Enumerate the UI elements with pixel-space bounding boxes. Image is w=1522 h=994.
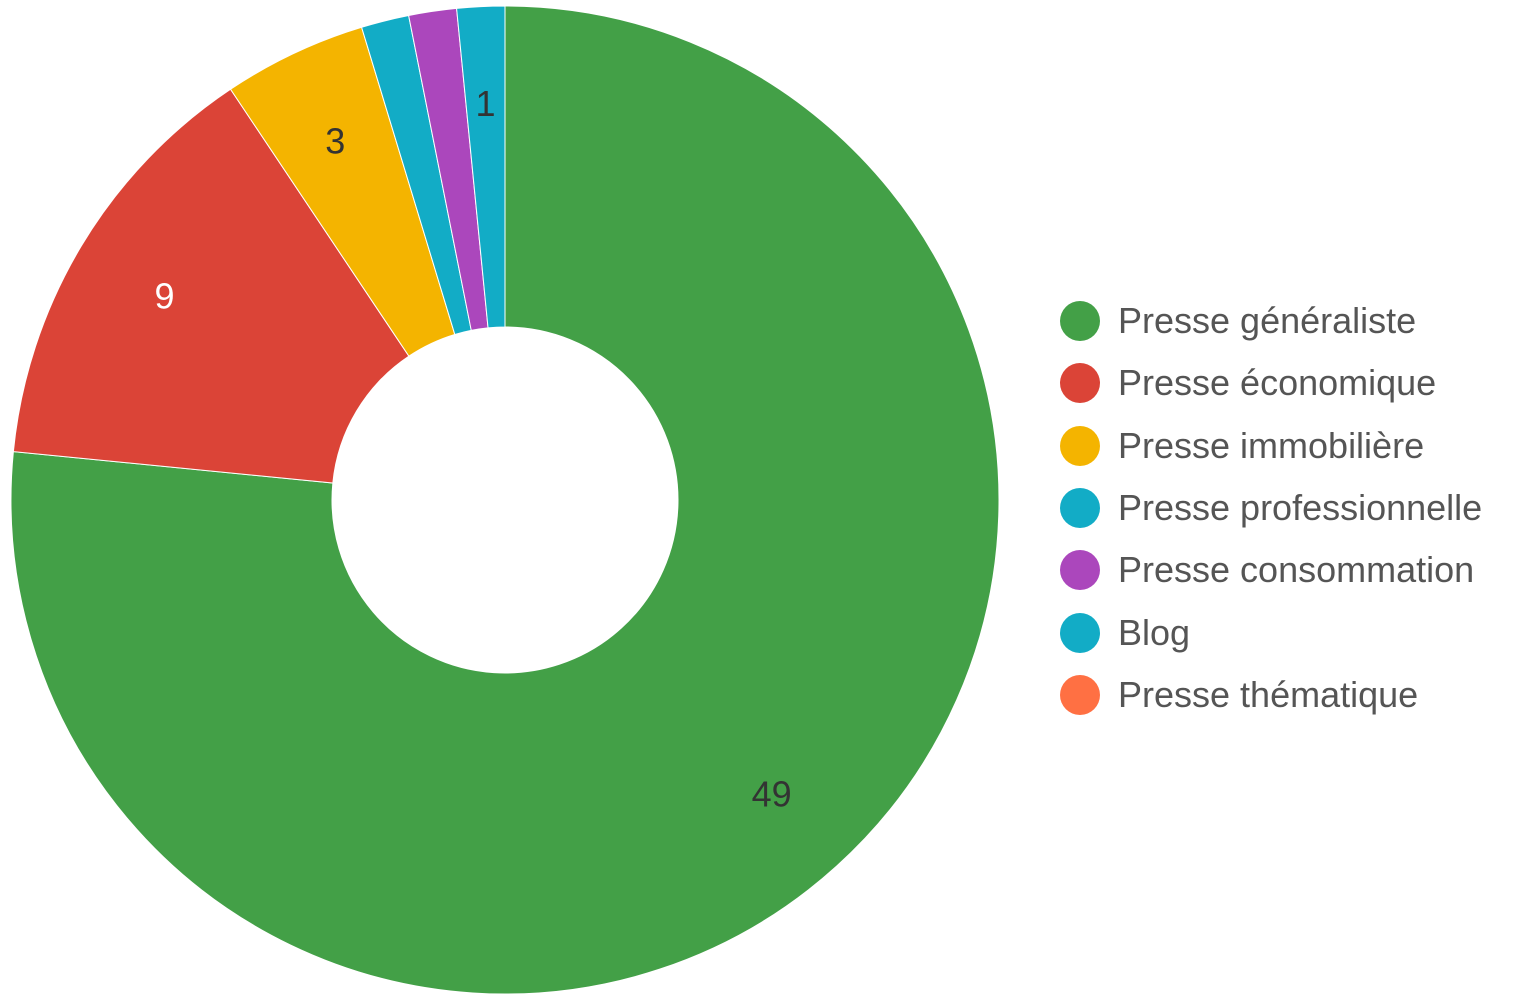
legend-label: Presse immobilière <box>1118 424 1425 466</box>
legend-item-presse-economique: Presse économique <box>1060 352 1482 414</box>
legend-label: Presse consommation <box>1118 549 1475 591</box>
slice-label-blog: 1 <box>476 83 496 124</box>
legend-label: Presse thématique <box>1118 673 1419 715</box>
legend-item-presse-professionnelle: Presse professionnelle <box>1060 477 1482 539</box>
legend-swatch <box>1060 550 1100 591</box>
legend-item-presse-consommation: Presse consommation <box>1060 539 1482 601</box>
legend-item-presse-immobiliere: Presse immobilière <box>1060 415 1482 477</box>
legend-swatch <box>1060 488 1100 529</box>
donut-chart-svg: 49 9 3 1 <box>10 5 1000 994</box>
legend-swatch <box>1060 674 1100 715</box>
legend-swatch <box>1060 363 1100 404</box>
legend-item-blog: Blog <box>1060 601 1482 663</box>
legend-swatch <box>1060 425 1100 466</box>
slice-label-presse-generaliste: 49 <box>752 774 792 815</box>
slice-label-presse-immobiliere: 3 <box>325 121 345 162</box>
legend-label: Blog <box>1118 611 1191 653</box>
legend-swatch <box>1060 301 1100 342</box>
chart-legend: Presse généraliste Presse économique Press… <box>1060 290 1482 726</box>
legend-swatch <box>1060 612 1100 653</box>
legend-label: Presse économique <box>1118 362 1437 404</box>
legend-item-presse-generaliste: Presse généraliste <box>1060 290 1482 352</box>
slice-label-presse-economique: 9 <box>154 275 174 316</box>
slice-presse-economique <box>12 88 410 484</box>
legend-label: Presse généraliste <box>1118 300 1417 342</box>
legend-item-presse-thematique: Presse thématique <box>1060 664 1482 726</box>
slice-blog <box>456 5 506 329</box>
slice-presse-generaliste <box>10 5 1000 994</box>
legend-label: Presse professionnelle <box>1118 487 1483 529</box>
